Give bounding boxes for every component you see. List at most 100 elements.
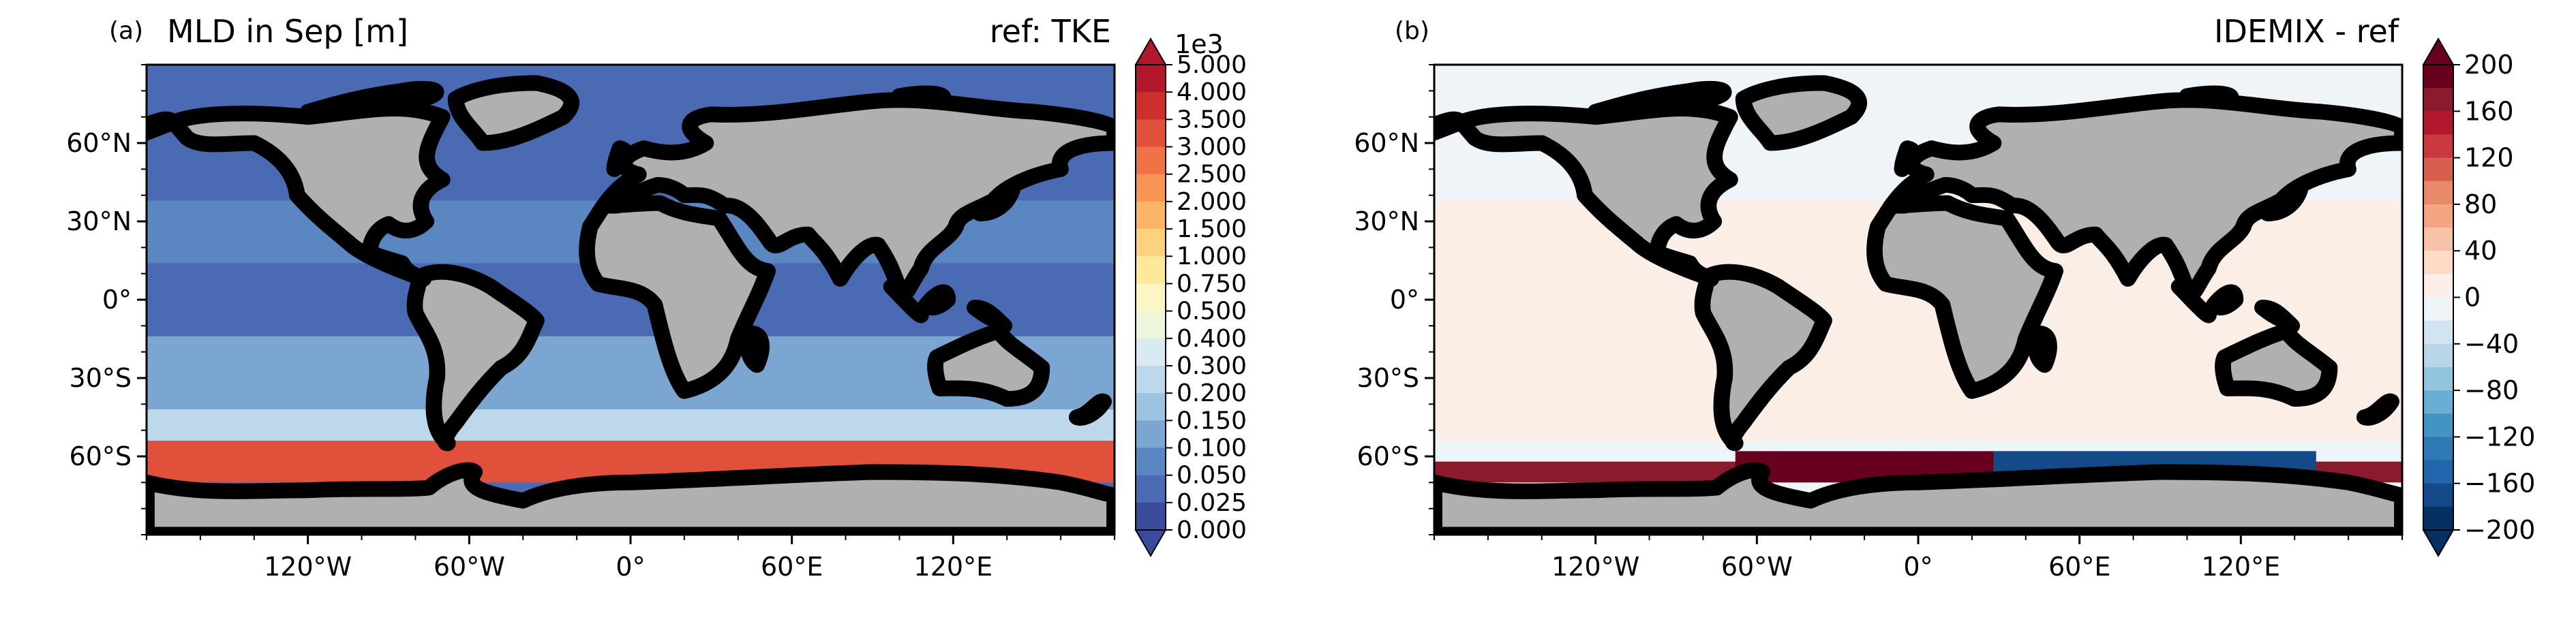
field-cell [147, 304, 158, 316]
field-cell [1961, 85, 1973, 97]
field-cell [1939, 106, 1951, 118]
field-cell [534, 221, 545, 232]
field-cell [695, 96, 707, 107]
field-cell [243, 242, 255, 253]
field-cell [1455, 159, 1467, 170]
field-cell [974, 284, 986, 295]
field-cell [404, 326, 416, 337]
field-cell [2015, 75, 2027, 87]
field-cell [544, 304, 556, 316]
field-cell [200, 430, 212, 441]
field-cell [157, 159, 169, 170]
field-cell [286, 430, 298, 441]
field-cell [996, 451, 1007, 462]
field-cell [157, 430, 169, 441]
field-cell [770, 398, 782, 410]
field-cell [157, 451, 169, 462]
field-cell [307, 85, 320, 97]
field-cell [1498, 65, 1511, 76]
field-cell [393, 336, 406, 347]
field-cell [566, 190, 577, 201]
field-cell [759, 420, 771, 431]
field-cell [179, 210, 190, 222]
field-cell [383, 441, 395, 452]
field-cell [2391, 75, 2402, 87]
y-tick-label: 0° [102, 285, 132, 315]
field-cell [469, 253, 481, 264]
field-cell [179, 378, 190, 389]
field-cell [222, 336, 233, 347]
field-cell [566, 430, 577, 441]
field-cell [254, 159, 266, 170]
field-cell [243, 388, 255, 400]
field-cell [2025, 65, 2037, 76]
field-cell [748, 420, 760, 431]
field-cell [738, 441, 750, 452]
field-cell [1466, 65, 1478, 76]
field-cell [297, 315, 309, 326]
field-cell [372, 398, 384, 410]
field-cell [200, 190, 212, 201]
field-cell [1531, 65, 1543, 76]
field-cell [555, 315, 566, 326]
field-cell [620, 409, 631, 420]
field-cell [1028, 85, 1040, 97]
field-cell [1082, 242, 1094, 253]
field-cell [824, 451, 836, 462]
field-cell [544, 138, 556, 149]
field-cell [985, 221, 997, 232]
field-cell [340, 472, 352, 483]
field-cell [307, 75, 320, 87]
field-cell [1082, 336, 1094, 347]
field-cell [2090, 65, 2102, 76]
field-cell [673, 106, 685, 118]
field-cell [706, 75, 717, 87]
field-cell [179, 409, 190, 420]
field-cell [673, 461, 685, 473]
field-cell [534, 190, 545, 201]
field-cell [222, 472, 233, 483]
field-cell [415, 347, 427, 358]
field-cell [393, 420, 406, 431]
field-cell [512, 273, 524, 285]
field-cell [222, 367, 233, 379]
field-cell [781, 398, 793, 410]
field-cell [620, 65, 631, 76]
field-cell [1071, 378, 1083, 389]
field-cell [802, 398, 814, 410]
field-cell [566, 242, 577, 253]
field-cell [1039, 326, 1050, 337]
field-cell [781, 441, 793, 452]
field-cell [1864, 106, 1876, 118]
field-cell [1466, 148, 1478, 159]
field-cell [899, 347, 911, 358]
field-cell [254, 461, 266, 473]
field-cell [996, 294, 1007, 306]
field-cell [340, 336, 352, 347]
field-cell [1768, 65, 1779, 76]
field-cell [340, 420, 352, 431]
field-cell [1018, 221, 1029, 232]
field-cell [232, 190, 244, 201]
field-cell [1082, 200, 1094, 212]
field-cell [1050, 336, 1061, 347]
field-cell [1028, 430, 1040, 441]
field-cell [147, 273, 158, 285]
field-cell [211, 169, 223, 181]
field-cell [1885, 138, 1898, 149]
field-cell [663, 461, 674, 473]
field-cell [1039, 75, 1050, 87]
field-cell [1104, 85, 1115, 97]
field-cell [620, 96, 631, 107]
field-cell [512, 378, 524, 389]
field-cell [652, 357, 663, 368]
field-cell [631, 378, 642, 389]
field-cell [620, 336, 631, 347]
field-cell [1757, 65, 1768, 76]
field-cell [383, 357, 395, 368]
field-cell [307, 409, 320, 420]
field-cell [802, 378, 814, 389]
field-cell [275, 430, 287, 441]
field-cell [1104, 441, 1115, 452]
field-cell [1093, 304, 1104, 316]
